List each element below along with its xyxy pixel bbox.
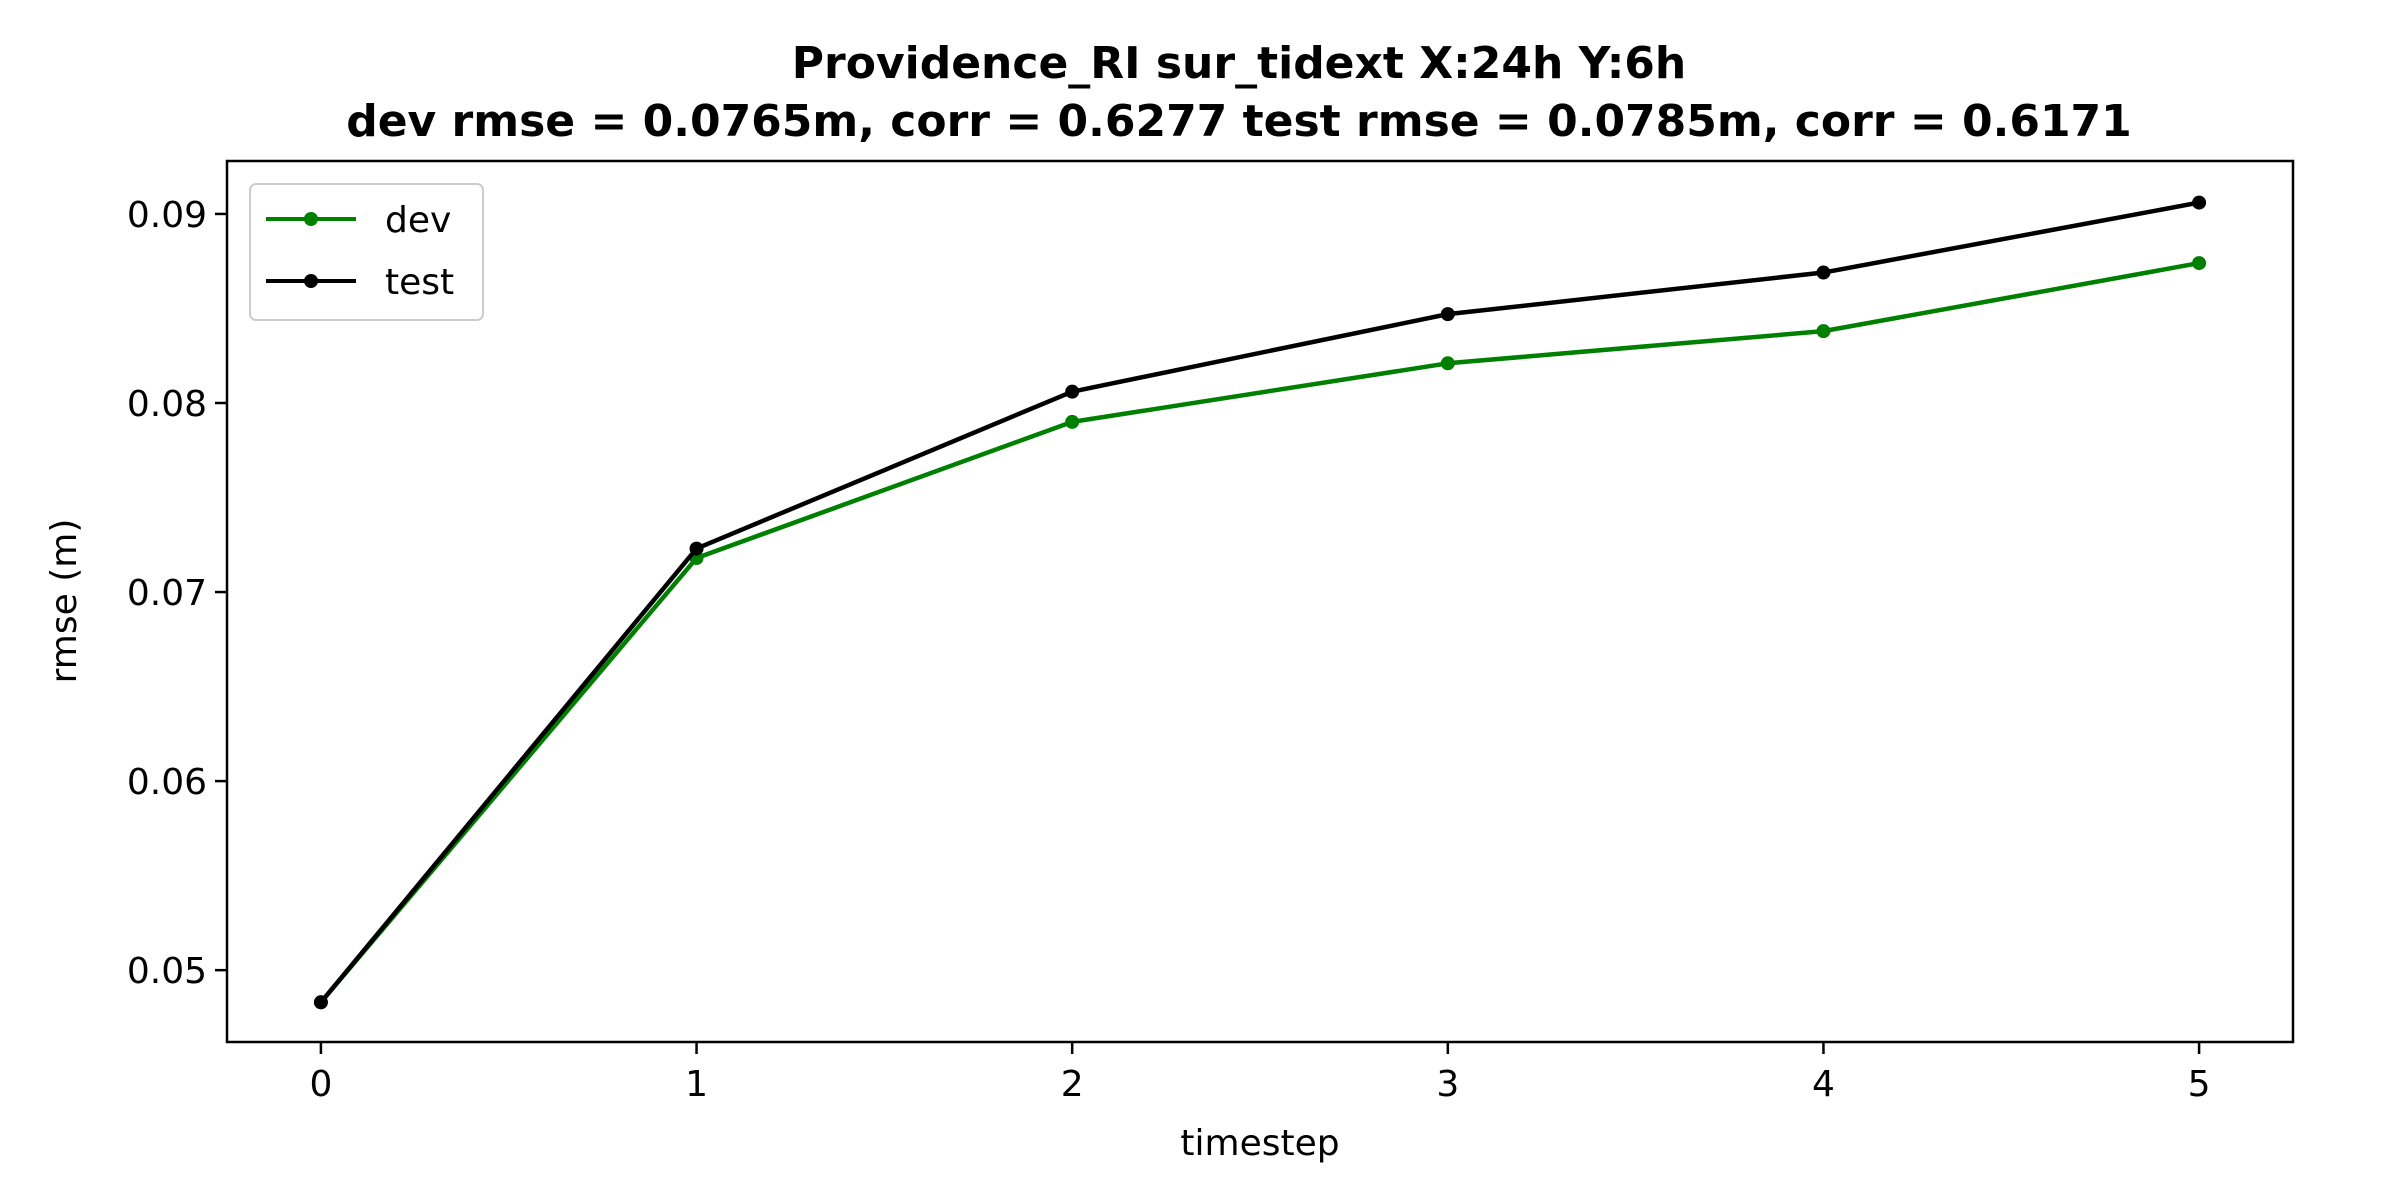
- legend-test-marker: [304, 274, 318, 288]
- x-tick-label: 0: [309, 1064, 332, 1105]
- y-tick-label: 0.09: [127, 195, 207, 236]
- x-tick-label: 4: [1812, 1064, 1835, 1105]
- y-tick-label: 0.05: [127, 951, 207, 992]
- data-point-test: [1065, 384, 1080, 399]
- data-point-test: [2192, 195, 2207, 210]
- data-series: [313, 195, 2207, 1010]
- x-tick-label: 5: [2188, 1064, 2211, 1105]
- y-tick-label: 0.08: [127, 384, 207, 425]
- data-point-test: [1440, 307, 1455, 322]
- chart-title-line-1: Providence_RI sur_tidext X:24h Y:6h: [792, 38, 1686, 89]
- legend-dev-marker: [304, 212, 318, 226]
- data-point-dev: [2192, 256, 2207, 271]
- x-tick-label: 3: [1436, 1064, 1459, 1105]
- data-point-dev: [1065, 414, 1080, 429]
- data-point-dev: [1440, 356, 1455, 371]
- data-point-test: [313, 995, 328, 1010]
- chart-title-line-2: dev rmse = 0.0765m, corr = 0.6277 test r…: [346, 96, 2132, 147]
- legend: dev test: [249, 183, 484, 321]
- series-line-dev: [319, 260, 2200, 1004]
- x-tick-label: 2: [1061, 1064, 1084, 1105]
- plot-frame: [225, 159, 2295, 1044]
- data-point-test: [689, 541, 704, 556]
- y-tick-label: 0.07: [127, 573, 207, 614]
- data-point-dev: [1816, 324, 1831, 339]
- series-line-test: [319, 200, 2200, 1004]
- x-tick-label: 1: [685, 1064, 708, 1105]
- axis-ticks: 0 1 2 3 4 5 0.05 0.06 0.07 0.08 0.09: [127, 195, 2211, 1105]
- legend-dev-label: dev: [385, 200, 451, 241]
- x-axis-label: timestep: [1180, 1123, 1339, 1164]
- legend-test-label: test: [385, 262, 454, 303]
- y-tick-label: 0.06: [127, 762, 207, 803]
- data-point-test: [1816, 265, 1831, 280]
- y-axis-label: rmse (m): [44, 519, 85, 684]
